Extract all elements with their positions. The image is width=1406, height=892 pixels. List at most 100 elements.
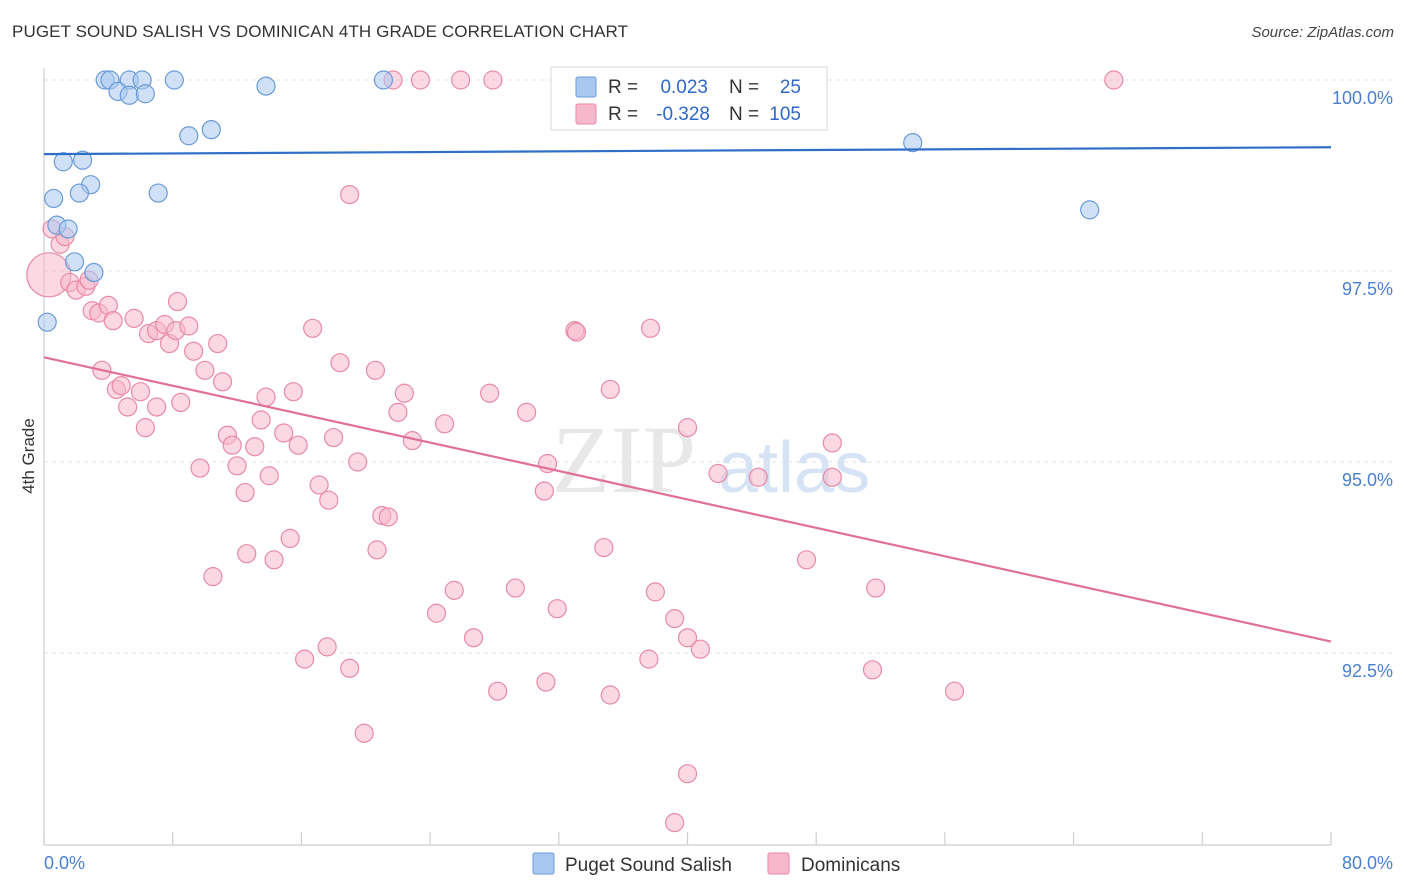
pink-point [330, 353, 350, 373]
pink-point [600, 685, 620, 705]
pink-point [111, 376, 131, 396]
pink-point [665, 813, 685, 833]
pink-point [690, 639, 710, 659]
blue-point [58, 219, 78, 239]
source-label: Source: ZipAtlas.com [1251, 24, 1394, 41]
chart-title: PUGET SOUND SALISH VS DOMINICAN 4TH GRAD… [12, 22, 629, 41]
pink-point [451, 70, 471, 90]
blue-point [373, 70, 394, 90]
pink-point [309, 475, 329, 495]
pink-point [171, 392, 191, 413]
y-axis-title: 4th Grade [19, 418, 38, 494]
pink-point [677, 764, 698, 784]
pink-point [822, 467, 842, 487]
pink-point [147, 397, 167, 417]
pink-point [274, 423, 294, 443]
blue-point [73, 150, 93, 170]
legend-box [550, 66, 828, 131]
pink-point [179, 316, 199, 336]
pink-point [295, 649, 315, 669]
pink-point [365, 360, 386, 380]
series-legend-swatch-blue [532, 852, 555, 875]
pink-point [340, 185, 360, 205]
blue-point [44, 188, 64, 209]
pink-point [251, 410, 271, 430]
pink-point [203, 566, 223, 587]
pink-point [796, 550, 817, 570]
pink-point [367, 540, 387, 560]
pink-point [264, 550, 284, 570]
pink-point [639, 649, 659, 669]
pink-point [594, 537, 614, 558]
pink-point [866, 578, 886, 598]
pink-point [348, 452, 368, 472]
pink-point [167, 291, 188, 312]
y-tick-label: 92.5% [1342, 661, 1393, 681]
blue-point [164, 70, 184, 90]
pink-point [222, 435, 242, 455]
blue-point [135, 84, 155, 104]
y-tick-label: 100.0% [1332, 88, 1393, 108]
pink-point [190, 458, 210, 478]
x-tick-label-min: 0.0% [44, 853, 85, 873]
pink-point [256, 387, 276, 407]
pink-point [748, 467, 768, 487]
pink-point [677, 628, 698, 648]
pink-point [323, 427, 344, 448]
pink-point [944, 681, 965, 701]
blue-point [37, 312, 57, 332]
legend-r-label-pink: R = [608, 104, 638, 125]
pink-point [862, 660, 883, 680]
pink-point [517, 402, 537, 422]
puget-sound-salish-trend-line [43, 146, 1332, 156]
blue-point [84, 262, 104, 283]
pink-point [235, 482, 255, 503]
pink-point [708, 463, 728, 484]
pink-point [212, 372, 233, 392]
pink-point [488, 681, 508, 701]
pink-point [480, 383, 500, 403]
pink-point [124, 308, 144, 328]
pink-point [340, 658, 360, 678]
pink-point [259, 466, 279, 486]
blue-point [64, 252, 85, 272]
blue-point [1080, 200, 1100, 220]
pink-point [394, 383, 414, 403]
pink-point [536, 672, 556, 692]
legend-r-value-blue: 0.023 [660, 77, 708, 98]
correlation-legend: R = 0.023 N = 25 R = -0.328 N = 105 [550, 66, 828, 131]
pink-point [130, 382, 151, 402]
pink-point [195, 360, 215, 380]
pink-point [566, 322, 587, 342]
y-tick-label: 95.0% [1342, 470, 1393, 490]
legend-n-value-blue: 25 [780, 77, 801, 98]
pink-point [645, 582, 665, 602]
pink-point [208, 333, 228, 354]
legend-n-value-pink: 105 [769, 104, 801, 125]
pink-point [426, 603, 447, 623]
pink-point [483, 70, 503, 90]
gridlines [44, 79, 1393, 654]
series-legend-label-blue: Puget Sound Salish [565, 855, 732, 876]
blue-point [53, 152, 73, 172]
pink-point [280, 528, 300, 549]
blue-point [179, 126, 199, 146]
pink-point [547, 599, 567, 619]
pink-point [534, 481, 554, 501]
legend-n-label-pink: N = [729, 104, 759, 125]
legend-swatch-pink [575, 103, 597, 125]
legend-swatch-blue [575, 76, 597, 98]
pink-point [319, 490, 339, 510]
blue-point [69, 183, 89, 203]
pink-point [677, 418, 698, 438]
watermark: ZIP atlas [552, 406, 870, 513]
x-axis-ticks [43, 832, 1332, 845]
pink-point [388, 402, 408, 422]
legend-r-value-pink: -0.328 [656, 104, 710, 125]
series-legend-label-pink: Dominicans [801, 855, 900, 876]
pink-point [378, 507, 398, 527]
blue-point [119, 85, 139, 105]
pink-point [354, 723, 374, 743]
pink-point [303, 318, 323, 338]
